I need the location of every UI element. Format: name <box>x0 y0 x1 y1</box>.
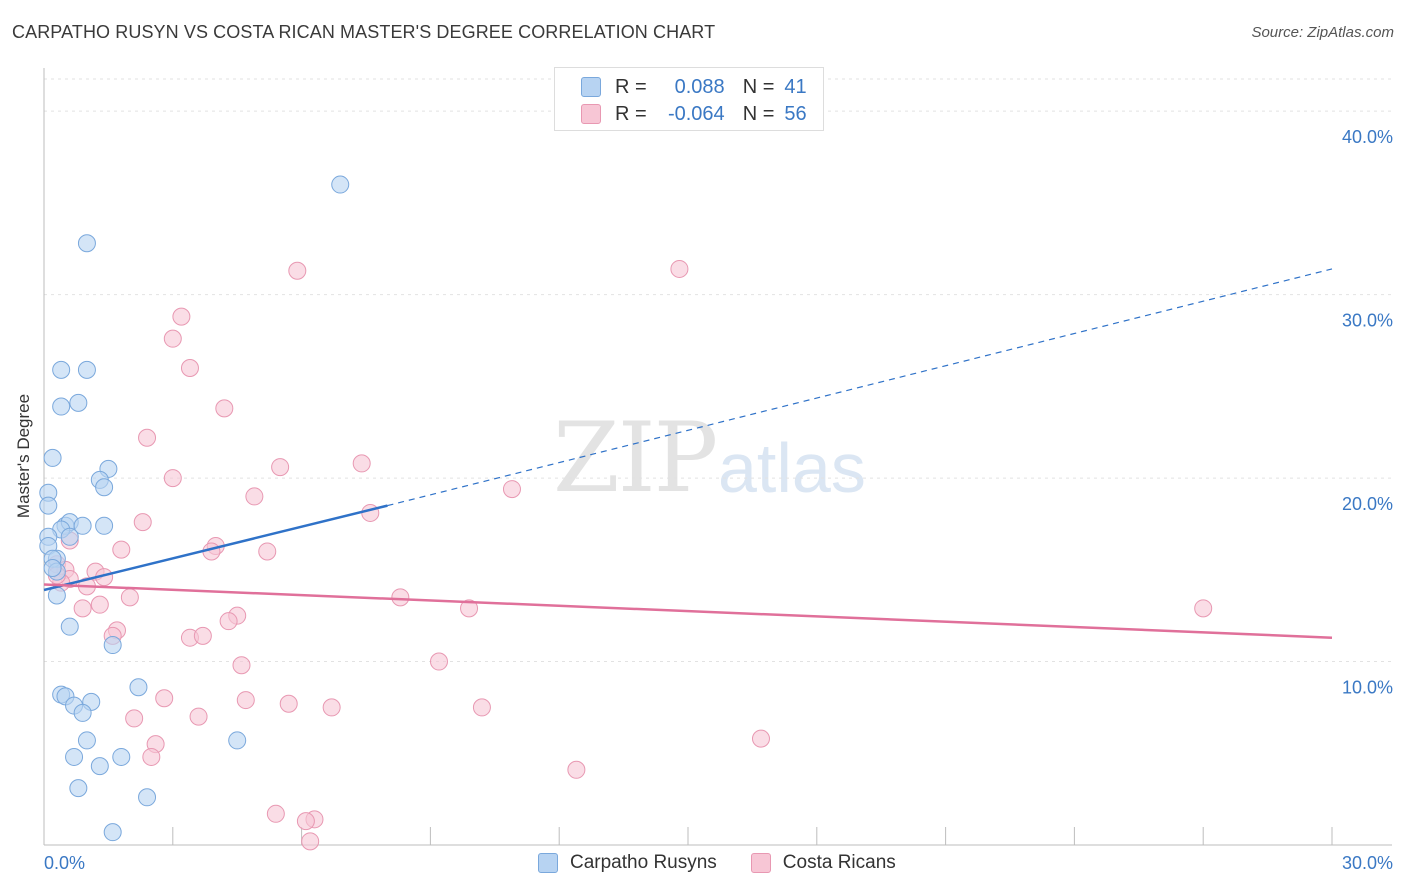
carpatho-rusyn-point <box>52 397 71 416</box>
x-tick-label-max: 30.0% <box>1342 853 1393 873</box>
costa-rican-point <box>429 652 448 671</box>
carpatho-rusyn-point <box>129 678 148 697</box>
costa-rican-point <box>1194 599 1213 618</box>
series-label-rusyns: Carpatho Rusyns <box>570 852 717 873</box>
carpatho-rusyn-point <box>39 496 58 515</box>
legend-n-value: 56 <box>784 102 807 125</box>
legend-n-label: N = <box>742 102 775 125</box>
carpatho-rusyn-point <box>60 617 79 636</box>
carpatho-rusyn-point <box>65 747 84 766</box>
costa-rican-point <box>271 458 290 477</box>
series-legend: Carpatho Rusyns Costa Ricans <box>538 852 896 874</box>
legend-row-costa-ricans: R = -0.064 N = 56 <box>581 101 807 127</box>
carpatho-rusyn-point <box>103 823 122 842</box>
carpatho-rusyn-point <box>331 175 350 194</box>
y-tick-label: 10.0% <box>1342 678 1393 698</box>
costa-rican-point <box>163 469 182 488</box>
watermark-zip: ZIP <box>553 402 718 514</box>
source-label: Source: ZipAtlas.com <box>1251 24 1394 41</box>
legend-row-rusyns: R = 0.088 N = 41 <box>581 74 807 100</box>
costa-rican-point <box>138 428 157 447</box>
costa-rican-trend-line <box>43 583 1333 639</box>
watermark-atlas: atlas <box>718 429 866 507</box>
costa-rican-point <box>180 359 199 378</box>
carpatho-rusyn-point <box>90 757 109 776</box>
costa-rican-point <box>236 691 255 710</box>
carpatho-rusyn-point <box>77 360 96 379</box>
legend-n-value: 41 <box>784 75 807 98</box>
legend-n-label: N = <box>742 75 775 98</box>
costa-rican-point <box>73 599 92 618</box>
carpatho-rusyn-point <box>69 393 88 412</box>
costa-rican-point <box>90 595 109 614</box>
costa-rican-point <box>219 612 238 631</box>
carpatho-rusyn-point <box>52 360 71 379</box>
carpatho-rusyn-point <box>95 478 114 497</box>
carpatho-rusyn-point <box>138 788 157 807</box>
chart-title: CARPATHO RUSYN VS COSTA RICAN MASTER'S D… <box>12 22 716 42</box>
costa-rican-point <box>296 812 315 831</box>
costa-rican-point <box>460 599 479 618</box>
carpatho-rusyn-point <box>228 731 247 750</box>
carpatho-rusyn-point <box>73 516 92 535</box>
carpatho-rusyn-point <box>73 703 92 722</box>
carpatho-rusyn-point <box>77 731 96 750</box>
costa-rican-point <box>266 804 285 823</box>
carpatho-rusyn-point <box>112 747 131 766</box>
costa-rican-point <box>215 399 234 418</box>
costa-rican-point <box>112 540 131 559</box>
y-tick-label: 30.0% <box>1342 311 1393 331</box>
carpatho-rusyn-point <box>69 779 88 798</box>
rusyn-trend-line <box>43 504 388 592</box>
costa-rican-point <box>322 698 341 717</box>
carpatho-rusyn-point <box>43 558 62 577</box>
carpatho-rusyn-point <box>43 448 62 467</box>
costa-rican-point <box>155 689 174 708</box>
costa-rican-point <box>142 747 161 766</box>
costa-rican-point <box>189 707 208 726</box>
costa-rican-point <box>361 503 380 522</box>
series-swatch-costa-ricans <box>750 853 771 873</box>
x-tick-label-min: 0.0% <box>44 853 85 873</box>
legend-r-label: R = <box>615 75 647 98</box>
costa-rican-point <box>301 832 320 851</box>
costa-rican-point <box>125 709 144 728</box>
costa-rican-point <box>172 307 191 326</box>
costa-rican-point <box>258 542 277 561</box>
series-swatch-rusyns <box>538 853 558 873</box>
legend-swatch-pink <box>581 104 601 124</box>
series-label-costa-ricans: Costa Ricans <box>782 852 896 873</box>
carpatho-rusyn-point <box>77 234 96 253</box>
costa-rican-point <box>232 656 251 675</box>
costa-rican-point <box>751 729 770 748</box>
rusyn-trend-extension <box>387 268 1333 507</box>
costa-rican-point <box>245 487 264 506</box>
legend-r-label: R = <box>615 102 647 125</box>
costa-rican-point <box>163 329 182 348</box>
y-tick-label: 40.0% <box>1342 127 1393 147</box>
costa-rican-point <box>352 454 371 473</box>
legend-r-value: 0.088 <box>674 75 725 98</box>
stats-legend: R = 0.088 N = 41 R = -0.064 N = 56 <box>554 67 824 131</box>
legend-swatch-blue <box>581 77 601 97</box>
costa-rican-point <box>193 626 212 645</box>
costa-rican-point <box>120 588 139 607</box>
costa-rican-point <box>567 760 586 779</box>
carpatho-rusyn-point <box>103 636 122 655</box>
legend-r-value: -0.064 <box>667 102 725 125</box>
carpatho-rusyn-point <box>95 516 114 535</box>
costa-rican-point <box>472 698 491 717</box>
costa-rican-point <box>288 261 307 280</box>
costa-rican-point <box>133 513 152 532</box>
costa-rican-point <box>391 588 410 607</box>
costa-rican-point <box>279 694 298 713</box>
carpatho-rusyn-point <box>60 527 79 546</box>
costa-rican-point <box>670 259 689 278</box>
costa-rican-point <box>502 480 521 499</box>
y-tick-label: 20.0% <box>1342 494 1393 514</box>
